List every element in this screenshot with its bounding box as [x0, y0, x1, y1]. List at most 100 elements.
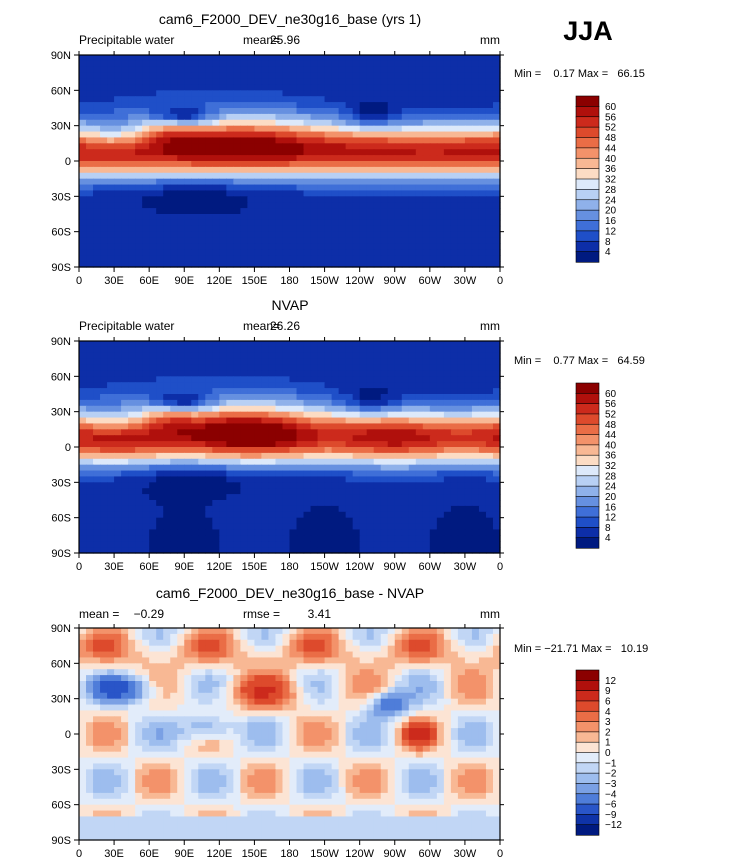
map-cell [338, 399, 347, 407]
map-cell [443, 529, 452, 536]
map-cell [79, 388, 87, 395]
map-cell [317, 219, 326, 227]
map-cell [415, 628, 424, 635]
map-cell [282, 633, 291, 641]
map-cell [492, 388, 501, 395]
map-cell [422, 96, 431, 103]
map-cell [443, 90, 452, 97]
map-cell [261, 663, 270, 670]
map-cell [149, 482, 157, 489]
map-cell [79, 184, 87, 192]
map-cell [100, 196, 108, 203]
map-cell [226, 388, 234, 395]
map-cell [415, 113, 424, 121]
map-cell [338, 108, 347, 115]
map-cell [471, 547, 480, 554]
map-cell [128, 535, 136, 542]
map-cell [114, 547, 122, 554]
map-cell [380, 470, 389, 478]
map-cell [121, 669, 129, 676]
y-tick-label: 30S [51, 191, 71, 203]
map-cell [352, 399, 361, 407]
map-cell [156, 370, 164, 377]
map-cell [219, 651, 227, 659]
map-cell [352, 517, 361, 525]
map-cell [142, 196, 150, 203]
map-cell [275, 72, 284, 80]
map-cell [149, 645, 157, 653]
map-cell [149, 166, 157, 174]
map-cell [226, 476, 234, 483]
map-cell [394, 84, 403, 91]
map-cell [443, 208, 452, 215]
map-cell [156, 255, 164, 262]
map-cell [317, 517, 326, 525]
map-cell [268, 547, 277, 554]
map-cell [156, 352, 164, 360]
map-cell [247, 382, 256, 389]
map-cell [450, 639, 459, 647]
map-cell [275, 96, 284, 103]
map-cell [170, 482, 178, 489]
map-cell [261, 529, 270, 536]
map-cell [261, 547, 270, 554]
map-cell [464, 55, 473, 62]
map-cell [457, 382, 466, 389]
map-cell [226, 633, 234, 641]
map-cell [212, 429, 220, 436]
map-cell [79, 523, 87, 531]
map-cell [191, 547, 199, 554]
map-cell [422, 90, 431, 97]
map-cell [79, 243, 87, 250]
map-cell [373, 535, 382, 542]
map-cell [226, 517, 234, 525]
map-cell [436, 119, 445, 127]
map-cell [114, 488, 122, 495]
map-cell [415, 231, 424, 239]
map-cell [401, 517, 410, 525]
map-cell [429, 184, 438, 192]
map-cell [121, 651, 129, 659]
map-cell [86, 645, 94, 653]
map-cell [352, 447, 361, 454]
map-cell [100, 172, 108, 180]
map-cell [177, 125, 185, 133]
map-cell [317, 225, 326, 233]
map-cell [219, 657, 227, 664]
map-cell [100, 66, 108, 74]
map-cell [212, 633, 220, 641]
map-cell [233, 511, 241, 519]
map-cell [149, 184, 157, 192]
map-cell [121, 149, 129, 156]
map-cell [394, 663, 403, 670]
map-cell [170, 190, 178, 197]
map-cell [317, 55, 326, 62]
map-cell [303, 500, 312, 507]
map-cell [352, 60, 361, 68]
map-cell [485, 494, 494, 501]
map-cell [471, 243, 480, 250]
map-cell [121, 202, 129, 209]
map-cell [317, 358, 326, 366]
map-cell [219, 470, 227, 478]
map-cell [408, 470, 417, 478]
map-cell [387, 458, 396, 466]
map-cell [324, 108, 333, 115]
map-cell [317, 208, 326, 215]
map-cell [135, 60, 143, 68]
map-cell [79, 370, 87, 377]
map-cell [135, 417, 143, 425]
map-cell [128, 405, 136, 413]
map-cell [212, 394, 220, 401]
map-cell [184, 352, 192, 360]
map-cell [205, 208, 213, 215]
map-cell [282, 55, 291, 62]
map-cell [394, 441, 403, 448]
map-cell [142, 161, 150, 168]
map-cell [100, 208, 108, 215]
map-cell [471, 628, 480, 635]
map-cell [485, 208, 494, 215]
map-cell [198, 441, 206, 448]
map-cell [422, 214, 431, 221]
map-cell [121, 346, 129, 354]
